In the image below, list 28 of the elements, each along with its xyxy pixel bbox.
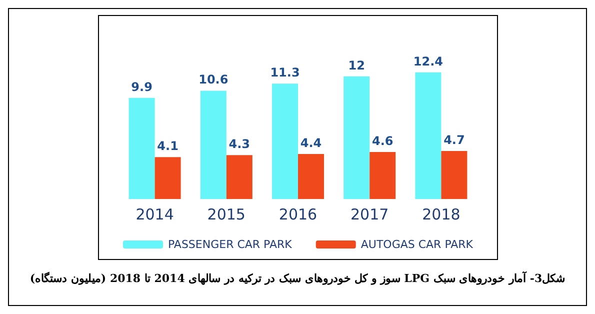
bar [226,155,252,199]
bar [440,150,467,199]
text: شکل3- آمار خودروهای سبک LPG سوز و کل خودروهای سبک در ترکیه در سالهای 2014 تا 2018 (میلیون دستگاه) [28,272,566,285]
data-label: 11.3 [270,66,300,80]
data-label: 4.6 [371,134,393,148]
bar [154,157,180,199]
bar [200,90,226,199]
x-tick-label: 2016 [278,206,317,224]
bar [298,154,324,199]
data-label: 4.3 [228,137,250,152]
data-label: 4.1 [156,139,178,154]
legend-label: AUTOGAS CAR PARK [360,238,474,251]
data-label: 4.7 [443,132,464,147]
data-label: 10.6 [198,72,228,87]
bar [128,98,154,199]
data-label: 12.4 [412,54,443,68]
legend-label: PASSENGER CAR PARK [167,238,292,251]
x-tick-label: 2015 [206,206,245,224]
bar [414,72,441,199]
data-label: 12 [348,58,364,72]
bar [272,84,298,199]
data-label: 4.4 [300,136,322,150]
x-tick-label: 2017 [350,206,388,224]
x-tick-label: 2018 [422,206,460,224]
x-tick-label: 2014 [135,206,174,224]
bar [369,152,396,199]
bar [343,76,370,199]
data-label: 9.9 [130,80,152,94]
